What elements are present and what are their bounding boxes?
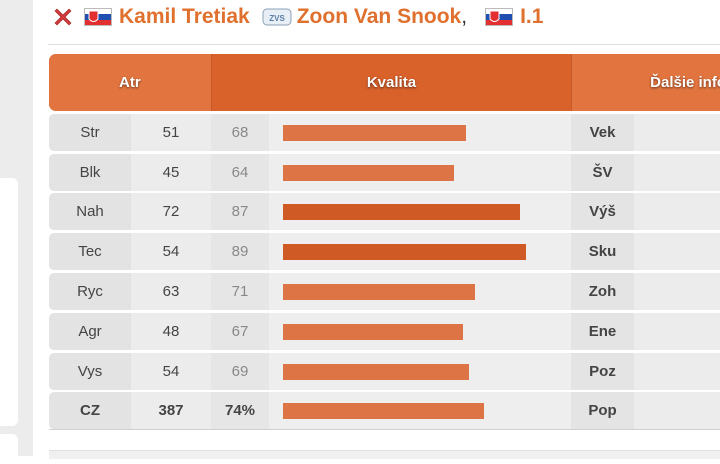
column-header-kvalita[interactable]: Kvalita — [210, 54, 572, 111]
quality-bar — [283, 244, 526, 261]
attribute-quality: 89 — [211, 233, 269, 271]
info-value: Výb — [634, 153, 720, 191]
attribute-name: Blk — [49, 153, 131, 191]
table-row: Tec 54 89 Sku — [49, 233, 720, 271]
remove-icon[interactable] — [52, 6, 74, 28]
quality-bar-cell — [269, 392, 571, 430]
table-row: Ryc 63 71 Zoh — [49, 272, 720, 310]
player-name-link[interactable]: Kamil Tretiak — [119, 5, 250, 28]
next-section-edge — [49, 450, 720, 459]
attribute-quality: 64 — [211, 153, 269, 191]
attribute-name: Str — [49, 113, 131, 151]
quality-bar — [283, 363, 469, 380]
quality-bar — [283, 323, 463, 340]
team-name-link[interactable]: Zoon Van Snook — [296, 5, 462, 28]
attribute-value: 54 — [131, 233, 211, 271]
info-key: Zoh — [571, 272, 634, 310]
column-header-atr[interactable]: Atr — [49, 54, 211, 111]
summary-value: 387 — [131, 392, 211, 430]
table-body: Str5168VekBlk4564ŠVVýbNah7287Výš17Tec548… — [49, 113, 720, 431]
player-header: Kamil Tretiak ZVS Zoon Van Snook , I.1 — [52, 0, 720, 34]
slovakia-flag-icon — [84, 8, 112, 26]
info-key: Pop — [571, 392, 634, 430]
summary-label: CZ — [49, 392, 131, 430]
info-value: be — [634, 352, 720, 390]
quality-bar-cell — [269, 233, 571, 271]
attribute-quality: 68 — [211, 113, 269, 151]
info-value — [634, 113, 720, 151]
attribute-value: 48 — [131, 312, 211, 350]
attribute-value: 51 — [131, 113, 211, 151]
quality-bar — [283, 124, 466, 141]
attribute-quality: 67 — [211, 312, 269, 350]
attribute-quality: 87 — [211, 193, 269, 231]
info-value — [634, 272, 720, 310]
quality-bar-cell — [269, 312, 571, 350]
table-row: Str 51 68 Vek — [49, 113, 720, 151]
info-value — [634, 392, 720, 430]
attribute-name: Tec — [49, 233, 131, 271]
quality-bar-cell — [269, 352, 571, 390]
attribute-value: 54 — [131, 352, 211, 390]
left-panel — [0, 178, 18, 426]
attribute-value: 63 — [131, 272, 211, 310]
header-divider — [48, 44, 720, 45]
quality-bar-cell — [269, 272, 571, 310]
summary-row: CZ 387 74% Pop — [49, 392, 720, 431]
info-value: 17 — [634, 193, 720, 231]
attribute-quality: 69 — [211, 352, 269, 390]
info-key: ŠV — [571, 153, 634, 191]
column-header-dalsie-info[interactable]: Ďalšie info — [571, 54, 720, 111]
quality-bar-cell — [269, 113, 571, 151]
quality-bar-cell — [269, 193, 571, 231]
info-key: Výš — [571, 193, 634, 231]
attribute-value: 72 — [131, 193, 211, 231]
quality-bar — [283, 403, 484, 420]
slovakia-flag-icon — [485, 8, 514, 26]
table-row: Agr 48 67 Ene — [49, 312, 720, 350]
team-logo-icon: ZVS — [262, 8, 292, 26]
attribute-value: 45 — [131, 153, 211, 191]
attribute-name: Agr — [49, 312, 131, 350]
attribute-name: Nah — [49, 193, 131, 231]
attribute-name: Vys — [49, 352, 131, 390]
quality-bar — [283, 204, 520, 221]
svg-text:ZVS: ZVS — [269, 14, 285, 23]
quality-bar — [283, 164, 454, 181]
attribute-quality: 71 — [211, 272, 269, 310]
info-key: Sku — [571, 233, 634, 271]
attributes-table: Atr Kvalita Ďalšie info Str 51 68 Vek Blk 45 6… — [49, 54, 720, 431]
info-key: Poz — [571, 352, 634, 390]
attribute-name: Ryc — [49, 272, 131, 310]
summary-quality: 74% — [211, 392, 269, 430]
league-link[interactable]: I.1 — [520, 5, 544, 28]
info-value — [634, 233, 720, 271]
info-key: Vek — [571, 113, 634, 151]
info-key: Ene — [571, 312, 634, 350]
table-header: Atr Kvalita Ďalšie info — [49, 54, 720, 111]
info-value — [634, 312, 720, 350]
header-comma: , — [461, 5, 468, 28]
quality-bar — [283, 283, 475, 300]
quality-bar-cell — [269, 153, 571, 191]
left-panel-lower — [0, 434, 18, 464]
